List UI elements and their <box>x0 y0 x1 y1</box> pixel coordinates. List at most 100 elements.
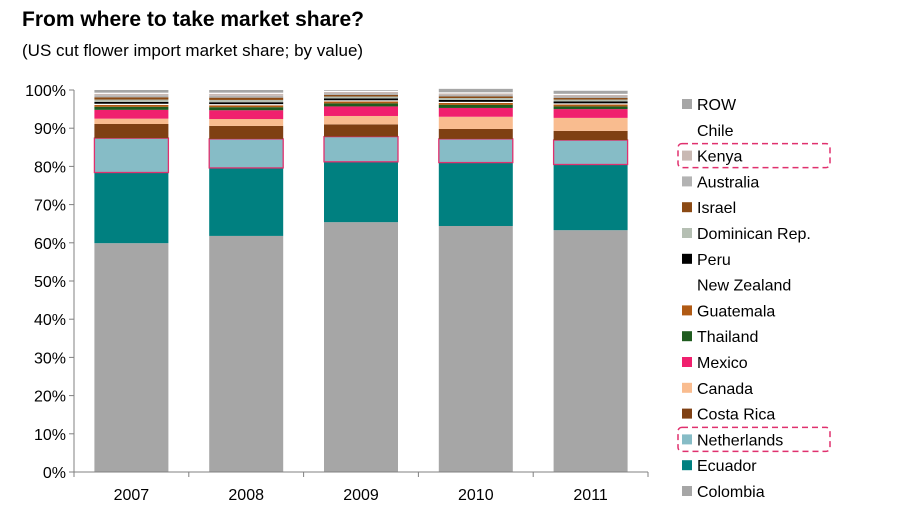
bar-israel-2008 <box>209 97 284 100</box>
chart-subtitle: (US cut flower import market share; by v… <box>22 41 364 60</box>
bar-canada-2010 <box>438 116 513 129</box>
bar-new-zealand-2009 <box>324 100 398 102</box>
bar-netherlands-2011 <box>553 140 628 165</box>
bar-australia-2009 <box>324 93 398 95</box>
bar-new-zealand-2010 <box>438 101 513 103</box>
bar-peru-2008 <box>209 102 284 105</box>
legend-swatch-peru <box>682 253 692 264</box>
bar-canada-2008 <box>209 119 284 126</box>
bar-kenya-2010 <box>438 93 513 95</box>
y-tick-label: 90% <box>34 121 66 138</box>
x-tick-label: 2007 <box>114 487 150 504</box>
legend-label-costa-rica: Costa Rica <box>697 407 775 424</box>
legend-swatch-israel <box>682 202 692 213</box>
legend-swatch-ecuador <box>682 460 692 471</box>
y-tick-label: 10% <box>34 427 66 444</box>
bar-guatemala-2011 <box>553 104 628 107</box>
bar-row-2011 <box>553 90 628 94</box>
y-tick-label: 30% <box>34 350 66 367</box>
legend-label-canada: Canada <box>697 381 753 398</box>
bar-canada-2007 <box>94 118 169 124</box>
axes-group: 0% 10% 20% 30% 40% 50% 60% 70% 80% 90% 100% 2007 200… <box>25 83 649 504</box>
bar-guatemala-2010 <box>438 102 513 105</box>
legend-label-row: ROW <box>697 97 737 114</box>
legend-label-dominican-rep: Dominican Rep. <box>697 226 811 243</box>
legend-label-australia: Australia <box>697 174 759 191</box>
y-tick-label: 100% <box>25 83 66 100</box>
legend-label-netherlands: Netherlands <box>697 432 783 449</box>
legend-label-colombia: Colombia <box>697 484 765 501</box>
x-tick-label: 2010 <box>458 487 494 504</box>
y-tick-label: 20% <box>34 389 66 406</box>
bar-netherlands-2009 <box>324 136 398 162</box>
legend-swatch-costa-rica <box>682 408 692 419</box>
bar-ecuador-2011 <box>553 164 628 231</box>
bar-chile-2008 <box>209 92 284 94</box>
legend-swatch-row <box>682 99 692 109</box>
bar-israel-2010 <box>438 96 513 99</box>
bar-chile-2011 <box>553 93 628 95</box>
legend-highlight-kenya <box>677 142 831 169</box>
legend-label-guatemala: Guatemala <box>697 303 775 320</box>
bar-costa-rica-2009 <box>324 124 398 137</box>
legend-swatch-thailand <box>682 331 692 342</box>
bar-thailand-2009 <box>324 103 398 107</box>
y-tick-label: 40% <box>34 312 66 329</box>
bar-costa-rica-2011 <box>553 130 628 141</box>
bar-colombia-2009 <box>324 222 398 472</box>
x-tick-label: 2008 <box>228 487 264 504</box>
bar-guatemala-2009 <box>324 101 398 104</box>
bar-peru-2009 <box>324 98 398 101</box>
bar-thailand-2008 <box>209 107 284 111</box>
bar-costa-rica-2010 <box>438 128 513 139</box>
legend-label-chile: Chile <box>697 123 734 140</box>
bar-colombia-2011 <box>553 230 628 472</box>
legend-swatch-canada <box>682 382 692 393</box>
legend-swatch-chile <box>682 124 692 135</box>
bar-mexico-2009 <box>324 106 398 116</box>
bar-kenya-2009 <box>324 91 398 94</box>
bar-ecuador-2008 <box>209 167 284 236</box>
legend-swatch-kenya <box>682 150 692 161</box>
legend-swatch-guatemala <box>682 305 692 316</box>
bar-chile-2007 <box>94 92 169 94</box>
y-tick-label: 80% <box>34 159 66 176</box>
bar-peru-2011 <box>553 101 628 104</box>
highlight-box-netherlands-2011 <box>552 139 629 166</box>
bar-chile-2010 <box>438 92 513 94</box>
legend-highlight-netherlands <box>677 426 831 453</box>
bar-thailand-2011 <box>553 106 628 110</box>
bar-netherlands-2008 <box>209 138 284 168</box>
bars-group <box>93 88 629 472</box>
bar-peru-2007 <box>94 101 169 104</box>
bar-australia-2010 <box>438 94 513 97</box>
bar-israel-2011 <box>553 98 628 100</box>
bar-dominican-rep-2009 <box>324 96 398 99</box>
x-tick-label: 2011 <box>573 487 608 504</box>
bar-thailand-2007 <box>94 106 169 110</box>
bar-australia-2007 <box>94 95 169 98</box>
bar-ecuador-2010 <box>438 162 513 226</box>
bar-canada-2009 <box>324 115 398 125</box>
bar-australia-2011 <box>553 96 628 99</box>
bar-costa-rica-2007 <box>94 123 169 139</box>
bar-row-2010 <box>438 88 513 93</box>
bar-kenya-2007 <box>94 93 169 96</box>
y-tick-label: 0% <box>43 465 66 482</box>
bar-mexico-2011 <box>553 109 628 118</box>
bar-mexico-2008 <box>209 110 284 120</box>
legend-swatch-australia <box>682 176 692 187</box>
legend-label-ecuador: Ecuador <box>697 458 757 475</box>
bar-dominican-rep-2008 <box>209 99 284 103</box>
bar-dominican-rep-2011 <box>553 99 628 102</box>
y-tick-label: 50% <box>34 274 66 291</box>
bar-dominican-rep-2010 <box>438 98 513 100</box>
legend-swatch-netherlands <box>682 434 692 445</box>
bar-new-zealand-2008 <box>209 104 284 106</box>
legend-label-peru: Peru <box>697 252 731 269</box>
legend-label-new-zealand: New Zealand <box>697 278 791 295</box>
bar-dominican-rep-2007 <box>94 99 169 102</box>
legend-label-mexico: Mexico <box>697 355 748 372</box>
legend-swatch-new-zealand <box>682 279 692 290</box>
